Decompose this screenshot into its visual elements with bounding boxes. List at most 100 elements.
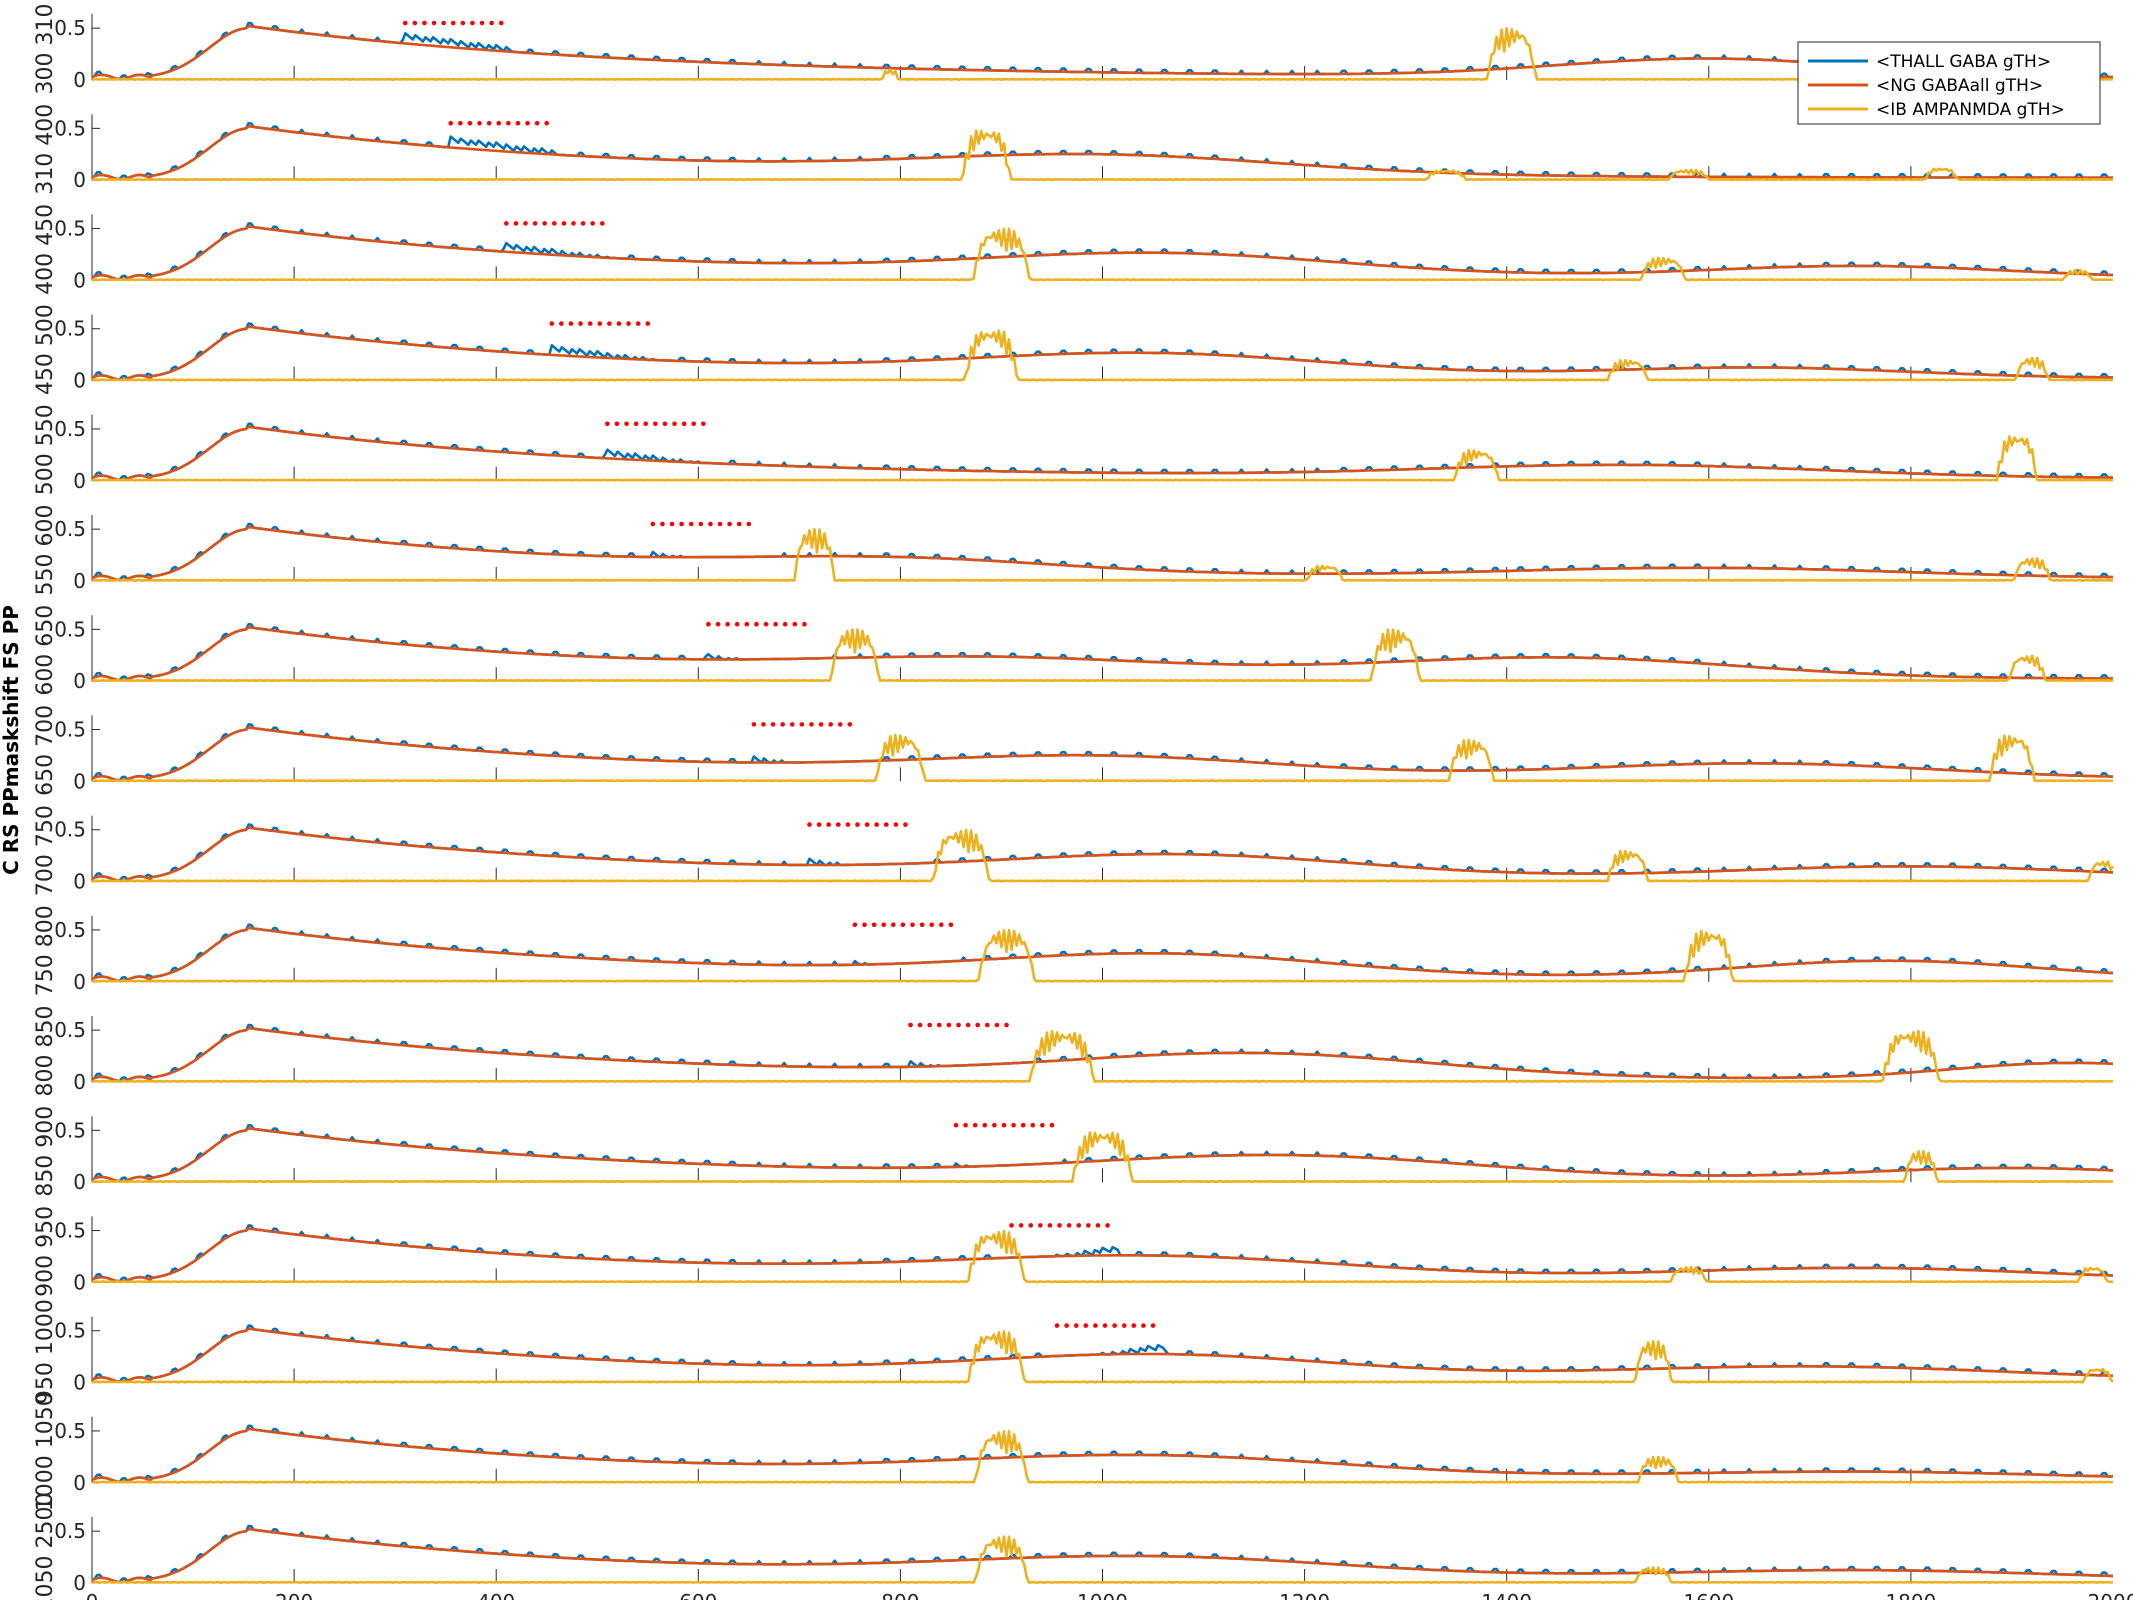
pulse-marker-dot xyxy=(578,321,583,326)
pulse-marker-dot xyxy=(900,922,906,928)
pulse-marker-dot xyxy=(681,421,687,427)
pulse-marker-dot xyxy=(624,421,629,427)
y-tick-label: 0.5 xyxy=(54,818,86,842)
pulse-marker-dot xyxy=(467,120,473,126)
pulse-marker-dot xyxy=(1049,1122,1055,1128)
series-ib-ampanmda-line xyxy=(91,1029,2114,1083)
pulse-marker-dot xyxy=(662,421,668,427)
y-axis-label: C RS PPmaskshift FS PP xyxy=(0,605,23,875)
pulse-marker-dot xyxy=(672,421,677,427)
pulse-marker-dot xyxy=(828,722,833,727)
y-tick-label: 0 xyxy=(73,68,86,92)
pulse-markers xyxy=(402,20,504,26)
pulse-marker-dot xyxy=(706,621,711,627)
y-tick-label: 0 xyxy=(73,970,86,994)
series-ng-gabaall-line xyxy=(91,125,2113,181)
x-tick-label: 0 xyxy=(86,1590,99,1600)
pulse-markers xyxy=(650,521,752,527)
pulse-marker-dot xyxy=(1001,1122,1007,1128)
series-ib-ampanmda-line xyxy=(91,27,2114,81)
pulse-markers xyxy=(807,822,908,827)
pulse-marker-dot xyxy=(862,922,867,928)
pulse-marker-dot xyxy=(653,421,658,427)
pulse-markers xyxy=(706,621,807,627)
series-ib-ampanmda-line xyxy=(91,435,2114,482)
pulse-marker-dot xyxy=(515,120,521,126)
x-tick-label: 800 xyxy=(881,1590,919,1600)
pulse-marker-dot xyxy=(1038,1223,1043,1228)
x-tick-label: 1000 xyxy=(1077,1590,1128,1600)
legend-label-ng: <NG GABAall gTH> xyxy=(1876,76,2043,96)
pulse-marker-dot xyxy=(893,822,899,827)
x-tick-label: 2000 xyxy=(2088,1590,2133,1600)
pulse-markers xyxy=(751,722,853,727)
pulse-marker-dot xyxy=(956,1022,961,1028)
pulse-marker-dot xyxy=(691,421,697,427)
pulse-marker-dot xyxy=(431,20,437,26)
row-label: 450 500 xyxy=(33,304,58,395)
x-axis: 0 200 400 600 800 1000 1200 1400 1600 1800 2000 xyxy=(86,1590,2133,1605)
series-ng-gabaall-line xyxy=(91,625,2113,682)
pulse-marker-dot xyxy=(754,621,759,627)
pulse-marker-dot xyxy=(605,421,610,427)
pulse-marker-dot xyxy=(552,221,557,226)
pulse-marker-dot xyxy=(660,521,665,527)
series-ng-gabaall-line xyxy=(91,24,2113,81)
series-ib-ampanmda-line xyxy=(91,733,2114,783)
x-tick-label: 1400 xyxy=(1481,1590,1532,1600)
pulse-marker-dot xyxy=(1011,1122,1016,1128)
row-label: 650 700 xyxy=(33,705,58,796)
row-label: 1050 2500 xyxy=(33,1493,58,1600)
pulse-marker-dot xyxy=(616,321,622,326)
pulse-marker-dot xyxy=(1064,1323,1069,1328)
x-tick-label: 1600 xyxy=(1683,1590,1734,1600)
y-tick-label: 0 xyxy=(73,1371,86,1395)
y-tick-label: 0.5 xyxy=(54,1018,86,1042)
legend-label-ib: <IB AMPANMDA gTH> xyxy=(1876,100,2065,120)
series-ng-gabaall-line xyxy=(91,325,2114,381)
row-label: 1000 1050 xyxy=(33,1392,58,1511)
series-ng-gabaall-line xyxy=(91,525,2114,582)
series-ng-gabaall-line xyxy=(91,726,2114,782)
y-tick-label: 0 xyxy=(73,1170,86,1194)
series-ng-gabaall-line xyxy=(91,826,2114,882)
pulse-marker-dot xyxy=(852,922,858,928)
y-tick-label: 0 xyxy=(73,669,86,693)
pulse-marker-dot xyxy=(496,120,502,126)
row-label: 700 750 xyxy=(33,805,58,896)
pulse-marker-dot xyxy=(883,822,889,827)
series-ng-gabaall-line xyxy=(91,1026,2114,1083)
pulse-marker-dot xyxy=(792,621,798,627)
pulse-marker-dot xyxy=(837,722,843,727)
pulse-marker-dot xyxy=(1121,1323,1127,1328)
pulse-marker-dot xyxy=(782,621,788,627)
series-ib-ampanmda-line xyxy=(91,928,2114,983)
y-tick-label: 0 xyxy=(73,1471,86,1495)
pulse-marker-dot xyxy=(448,120,454,126)
pulse-marker-dot xyxy=(874,822,879,827)
y-tick-label: 0 xyxy=(73,168,86,192)
y-tick-label: 0.5 xyxy=(54,116,86,140)
pulse-marker-dot xyxy=(855,822,860,827)
pulse-marker-dot xyxy=(600,221,605,226)
pulse-marker-dot xyxy=(763,621,769,627)
pulse-marker-dot xyxy=(645,321,651,326)
pulse-markers xyxy=(605,421,706,427)
pulse-marker-dot xyxy=(614,421,620,427)
pulse-marker-dot xyxy=(908,1022,913,1028)
pulse-markers xyxy=(1009,1223,1110,1228)
y-tick-label: 0 xyxy=(73,1571,86,1595)
pulse-marker-dot xyxy=(985,1022,990,1028)
pulse-marker-dot xyxy=(802,621,807,627)
pulse-marker-dot xyxy=(809,722,814,727)
pulse-marker-dot xyxy=(580,221,586,226)
row-label: 750 800 xyxy=(33,905,58,996)
